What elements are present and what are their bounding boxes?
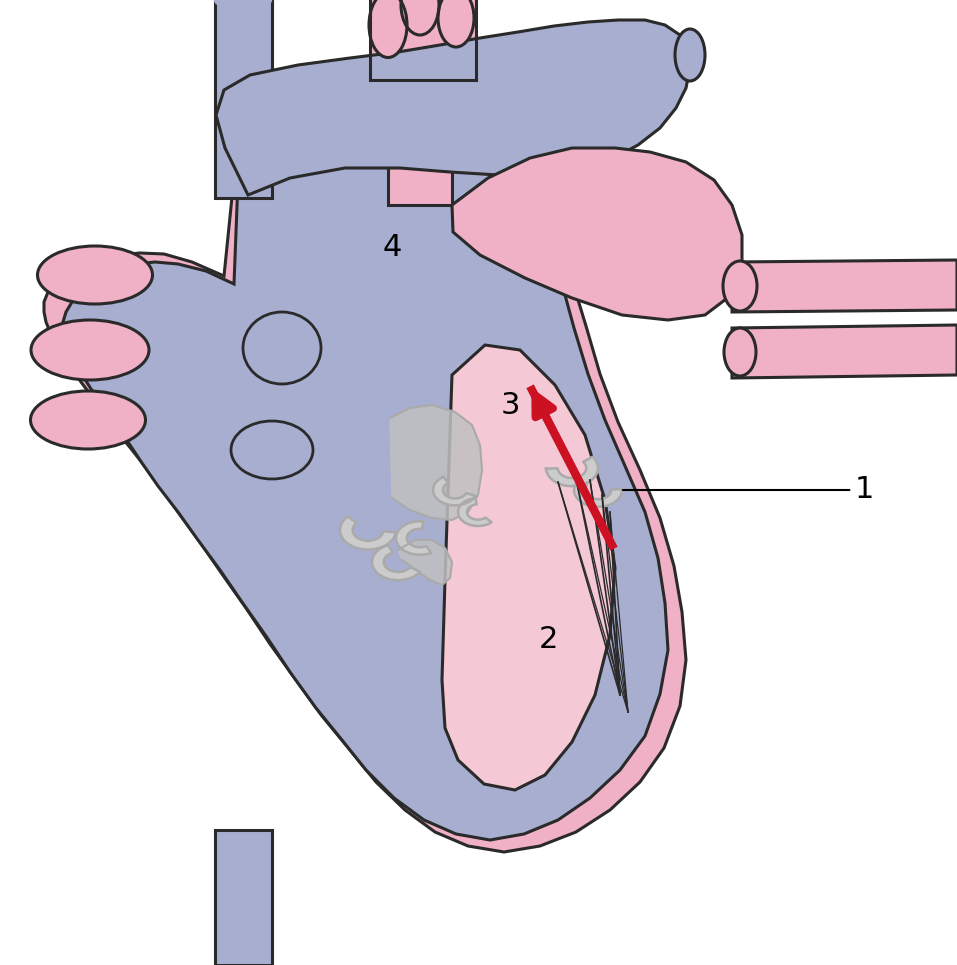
Polygon shape	[458, 498, 492, 526]
Text: 1: 1	[623, 476, 875, 505]
Polygon shape	[44, 94, 686, 852]
Ellipse shape	[401, 0, 439, 35]
Polygon shape	[433, 477, 476, 506]
Polygon shape	[574, 481, 622, 507]
Text: 3: 3	[501, 391, 520, 420]
Polygon shape	[370, 0, 476, 80]
Polygon shape	[215, 830, 272, 965]
Polygon shape	[452, 148, 742, 320]
Text: 2: 2	[539, 625, 558, 654]
Polygon shape	[398, 540, 452, 585]
Polygon shape	[215, 0, 272, 198]
Ellipse shape	[214, 0, 272, 10]
Polygon shape	[396, 521, 432, 555]
Polygon shape	[216, 20, 690, 195]
Polygon shape	[732, 325, 957, 378]
Polygon shape	[390, 405, 482, 520]
Ellipse shape	[723, 261, 757, 311]
Ellipse shape	[675, 29, 705, 81]
Polygon shape	[732, 260, 957, 312]
Polygon shape	[442, 345, 615, 790]
Polygon shape	[340, 516, 396, 550]
Polygon shape	[546, 456, 598, 486]
Polygon shape	[388, 0, 452, 205]
Ellipse shape	[438, 0, 474, 47]
Ellipse shape	[724, 328, 756, 376]
Text: 4: 4	[382, 234, 402, 262]
Ellipse shape	[37, 246, 152, 304]
Ellipse shape	[31, 320, 149, 380]
Ellipse shape	[31, 391, 145, 449]
Ellipse shape	[369, 0, 407, 58]
Polygon shape	[63, 106, 668, 840]
Polygon shape	[372, 545, 420, 580]
